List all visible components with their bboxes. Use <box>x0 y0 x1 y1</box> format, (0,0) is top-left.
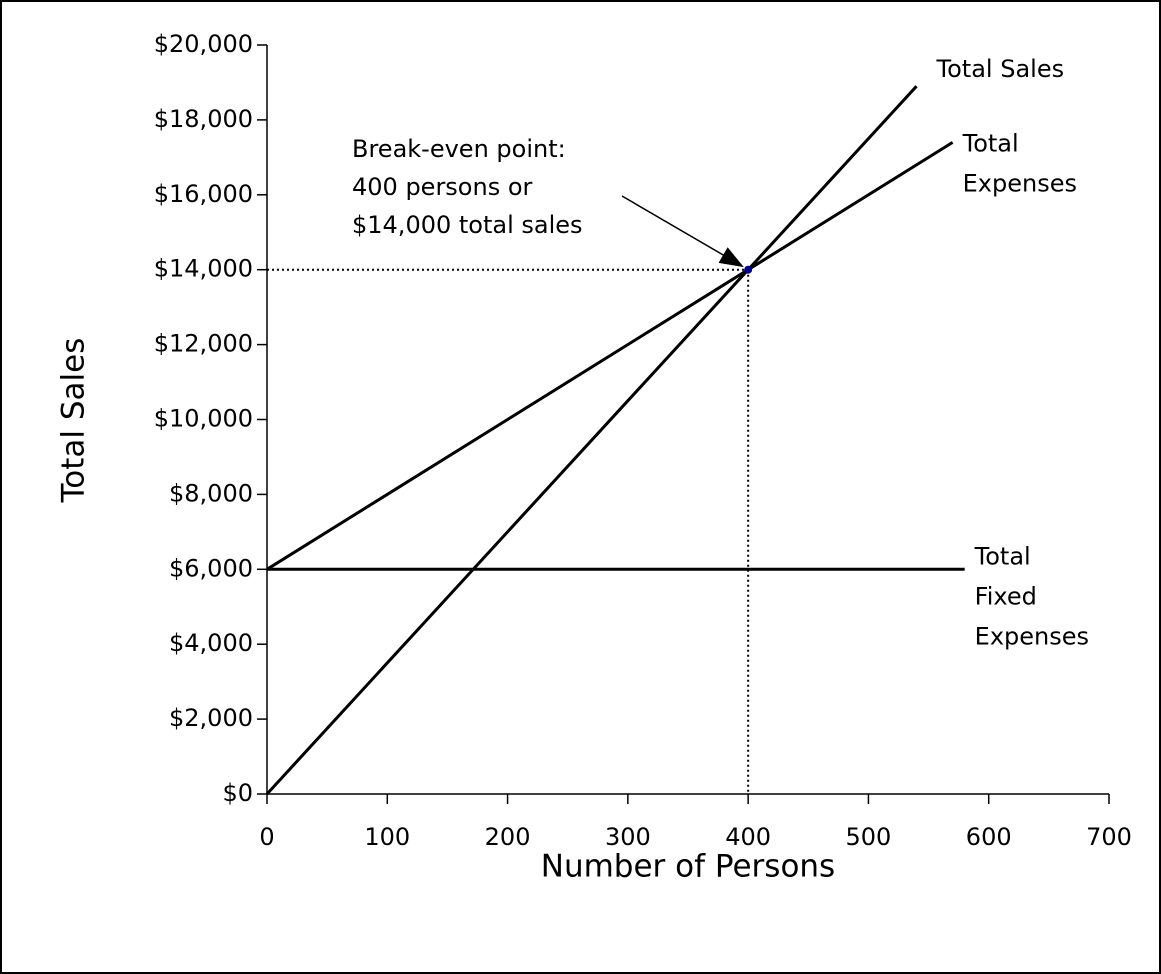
y-tick-label: $20,000 <box>154 30 253 58</box>
x-tick-label: 600 <box>966 823 1012 851</box>
y-tick-label: $4,000 <box>169 629 253 657</box>
x-tick-label: 300 <box>605 823 651 851</box>
annotation-text: Break-even point: 400 persons or $14,000 t… <box>352 135 583 239</box>
annotation-arrow <box>621 195 727 258</box>
y-tick-label: $18,000 <box>154 105 253 133</box>
x-axis-label: Number of Persons <box>541 849 835 885</box>
y-tick-label: $16,000 <box>154 180 253 208</box>
series-label: Total Expenses <box>962 129 1077 197</box>
series-label: Total Sales <box>936 55 1065 83</box>
y-tick-label: $14,000 <box>154 255 253 283</box>
arrow-head <box>718 247 744 268</box>
y-tick-label: $10,000 <box>154 405 253 433</box>
x-tick-label: 200 <box>485 823 531 851</box>
y-tick-label: $12,000 <box>154 330 253 358</box>
series-label: Total Fixed Expenses <box>974 542 1089 650</box>
y-tick-label: $6,000 <box>169 554 253 582</box>
y-tick-label: $2,000 <box>169 704 253 732</box>
series-line <box>266 141 954 571</box>
x-tick-label: 500 <box>846 823 892 851</box>
y-axis-label: Total Sales <box>56 338 92 504</box>
break-even-point <box>744 265 753 274</box>
y-tick-label: $8,000 <box>169 479 253 507</box>
x-tick-label: 100 <box>364 823 410 851</box>
x-tick-label: 0 <box>259 823 274 851</box>
x-tick-label: 700 <box>1086 823 1132 851</box>
x-tick-label: 400 <box>725 823 771 851</box>
y-tick-label: $0 <box>222 779 253 807</box>
series-line <box>265 85 918 796</box>
